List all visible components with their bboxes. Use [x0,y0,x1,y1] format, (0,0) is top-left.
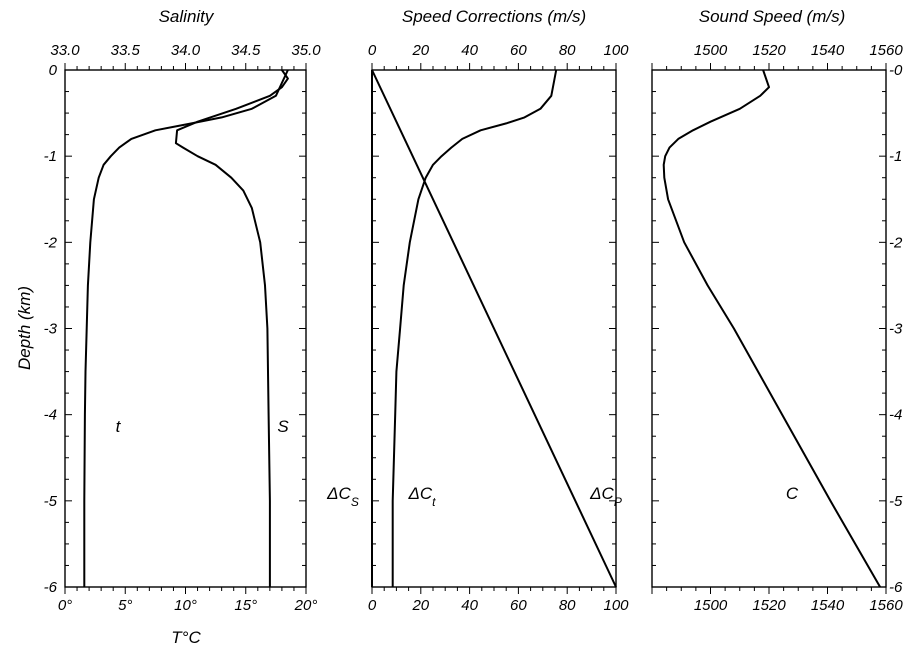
depth-right-label: -6 [889,579,903,596]
soundspeed-bottom-tick-label: 1540 [811,597,845,614]
soundspeed-bottom-tick-label: 1500 [694,597,728,614]
depth-left-label: -3 [44,321,58,338]
temperature-tick-label: 10° [174,597,197,614]
salinity-tick-label: 33.0 [50,42,80,59]
panel-speed-corrections: Speed Corrections (m/s) ΔCS ΔCt ΔCP 0 0 20… [326,7,629,614]
corrections-top-tick-label: 0 [368,42,377,59]
corrections-top-tick-label: 100 [603,42,629,59]
series-label-delta-cs: ΔCS [326,484,359,509]
depth-left-label: -2 [44,234,58,251]
salinity-tick-label: 34.0 [171,42,201,59]
panel-sound-speed: Sound Speed (m/s) C 1500 1500 1520 1520 1540… [651,7,903,614]
corrections-top-tick-label: 60 [510,42,527,59]
depth-left-label: -6 [44,579,58,596]
temperature-curve [83,69,289,587]
corrections-bottom-tick-label: 100 [603,597,629,614]
correction-curve-1 [391,69,558,587]
series-label-c: C [786,484,799,503]
panel3-frame [651,69,887,588]
soundspeed-top-tick-label: 1560 [869,42,903,59]
corrections-bottom-tick-label: 60 [510,597,527,614]
depth-right-label: -5 [889,493,903,510]
depth-axis-label: Depth (km) [15,286,34,370]
corrections-bottom-tick-label: 20 [411,597,429,614]
depth-left-label: -1 [44,148,57,165]
corrections-bottom-tick-label: 80 [559,597,576,614]
depth-right-label: -4 [889,407,902,424]
panel3-title: Sound Speed (m/s) [699,7,845,26]
temperature-tick-label: 20° [294,597,318,614]
depth-right-label: -3 [889,321,903,338]
salinity-tick-label: 34.5 [231,42,261,59]
panel-salinity-temperature: Salinity T°C Depth (km) t S 33.0 33.5 34.0… [15,7,321,647]
depth-left-label: 0 [49,62,58,79]
soundspeed-top-tick-label: 1500 [694,42,728,59]
corrections-bottom-tick-label: 40 [461,597,478,614]
corrections-top-tick-label: 20 [411,42,429,59]
depth-left-label: -5 [44,493,58,510]
corrections-top-tick-label: 80 [559,42,576,59]
panel1-bottom-axis-label: T°C [171,628,201,647]
soundspeed-top-tick-label: 1540 [811,42,845,59]
panel1-title: Salinity [159,7,215,26]
series-label-t: t [116,417,122,436]
corrections-bottom-tick-label: 0 [368,597,377,614]
sound-speed-curve [662,69,881,588]
series-label-delta-ct: ΔCt [407,484,436,509]
correction-curve-2 [371,69,617,588]
depth-right-label: -2 [889,234,903,251]
depth-left-label: -4 [44,407,57,424]
temperature-tick-label: 5° [118,597,132,614]
temperature-tick-label: 15° [234,597,257,614]
depth-right-label: -1 [889,148,902,165]
temperature-tick-label: 0° [58,597,72,614]
panel2-title: Speed Corrections (m/s) [402,7,586,26]
salinity-tick-label: 33.5 [111,42,141,59]
depth-right-label: -0 [889,62,903,79]
salinity-curve [174,69,289,587]
soundspeed-bottom-tick-label: 1520 [752,597,786,614]
corrections-top-tick-label: 40 [461,42,478,59]
series-label-delta-cp: ΔCP [589,484,622,509]
salinity-tick-label: 35.0 [291,42,321,59]
series-label-s: S [277,417,289,436]
soundspeed-top-tick-label: 1520 [752,42,786,59]
soundspeed-bottom-tick-label: 1560 [869,597,903,614]
